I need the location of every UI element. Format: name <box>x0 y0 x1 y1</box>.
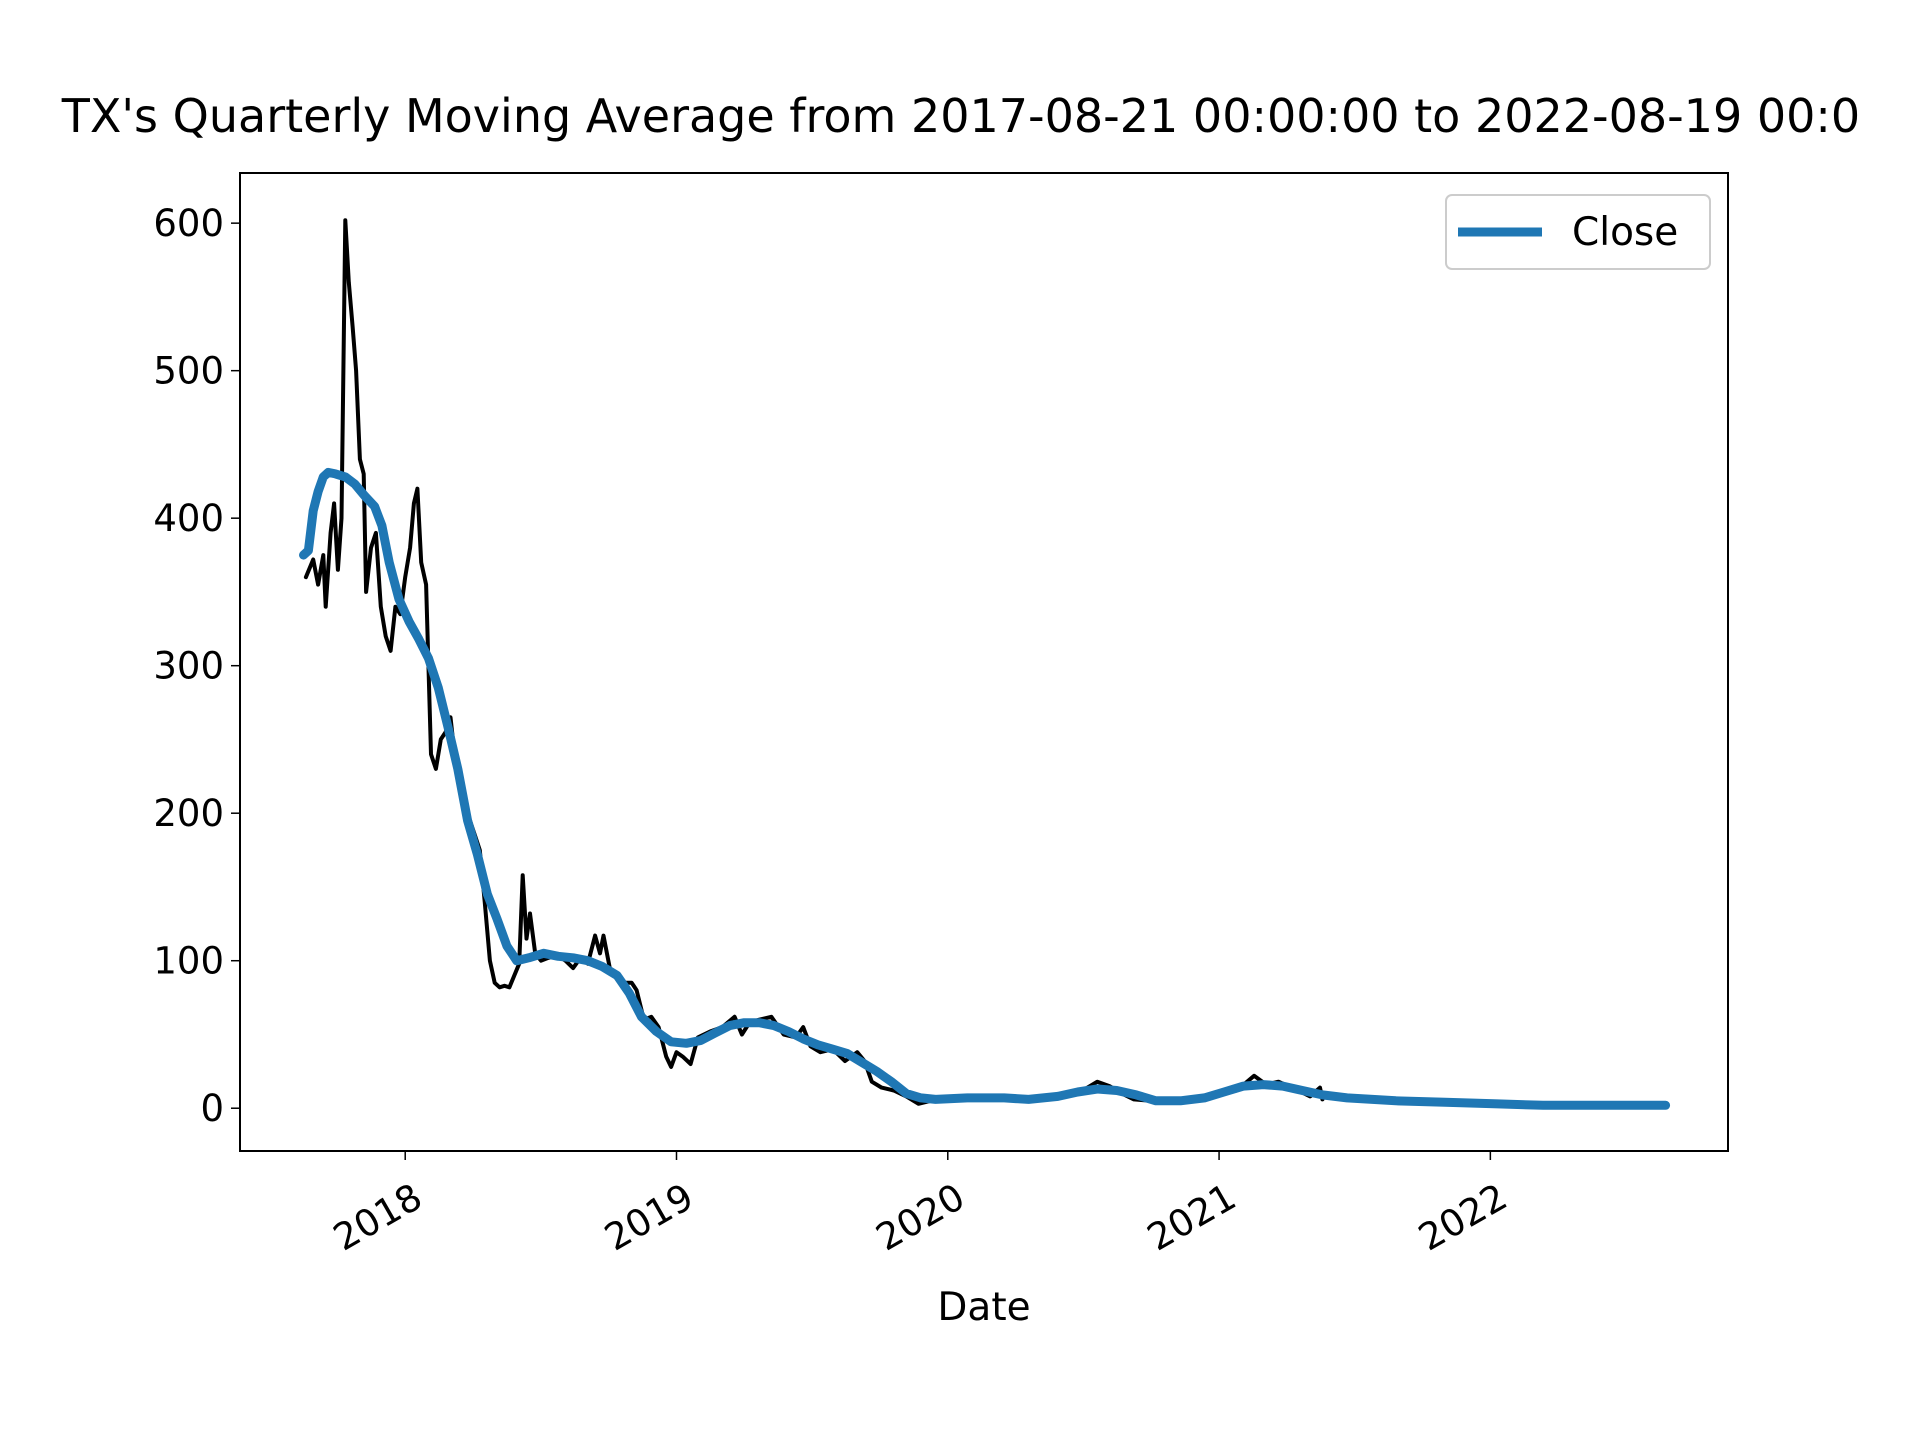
x-tick-label: 2019 <box>598 1175 701 1259</box>
legend: Close <box>1445 194 1711 270</box>
legend-label: Close <box>1572 210 1678 255</box>
y-tick-label: 300 <box>153 645 224 688</box>
x-tick-label: 2021 <box>1140 1175 1243 1259</box>
axes-frame <box>239 172 1729 1152</box>
legend-box <box>1445 194 1711 270</box>
x-tick-label: 2018 <box>326 1175 429 1259</box>
series-line <box>299 467 1671 1110</box>
y-tick-label: 100 <box>153 940 224 983</box>
y-tick-label: 500 <box>153 350 224 393</box>
y-tick-label: 200 <box>153 792 224 835</box>
x-axis-label: Date <box>937 1285 1030 1330</box>
x-tick-label: 2022 <box>1411 1175 1514 1259</box>
chart-title: TX's Quarterly Moving Average from 2017-… <box>61 89 1860 143</box>
x-tick-label: 2020 <box>869 1175 972 1259</box>
y-tick-label: 600 <box>153 202 224 245</box>
series-line <box>303 218 1325 1106</box>
y-tick-label: 0 <box>200 1087 224 1130</box>
y-tick-label: 400 <box>153 497 224 540</box>
